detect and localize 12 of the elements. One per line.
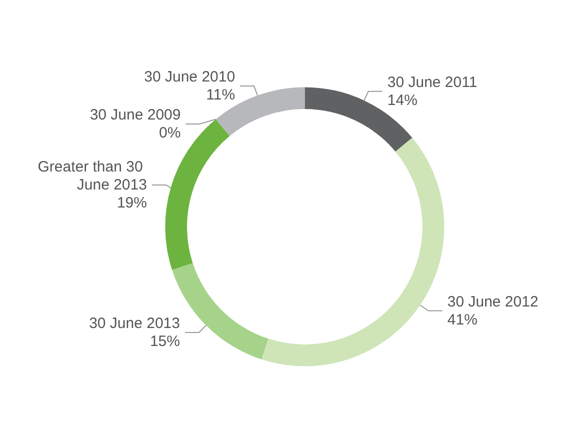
- data-label: 41%: [447, 311, 478, 328]
- legend-label: 30 June 2009: [90, 106, 181, 124]
- slice-label: Greater than 30 June 2013: [38, 158, 147, 194]
- slice-label: 30 June 2010: [144, 68, 236, 86]
- slice-label: 30 June 2011: [387, 74, 478, 91]
- slice-label: 30 June 2013: [89, 314, 180, 332]
- data-label: 11%: [206, 86, 236, 104]
- data-label: 19%: [116, 194, 147, 212]
- slice-label: 30 June 2012: [447, 293, 538, 310]
- text: 0%: [159, 124, 181, 142]
- data-label: 14%: [387, 92, 418, 109]
- data-label: 15%: [150, 332, 180, 350]
